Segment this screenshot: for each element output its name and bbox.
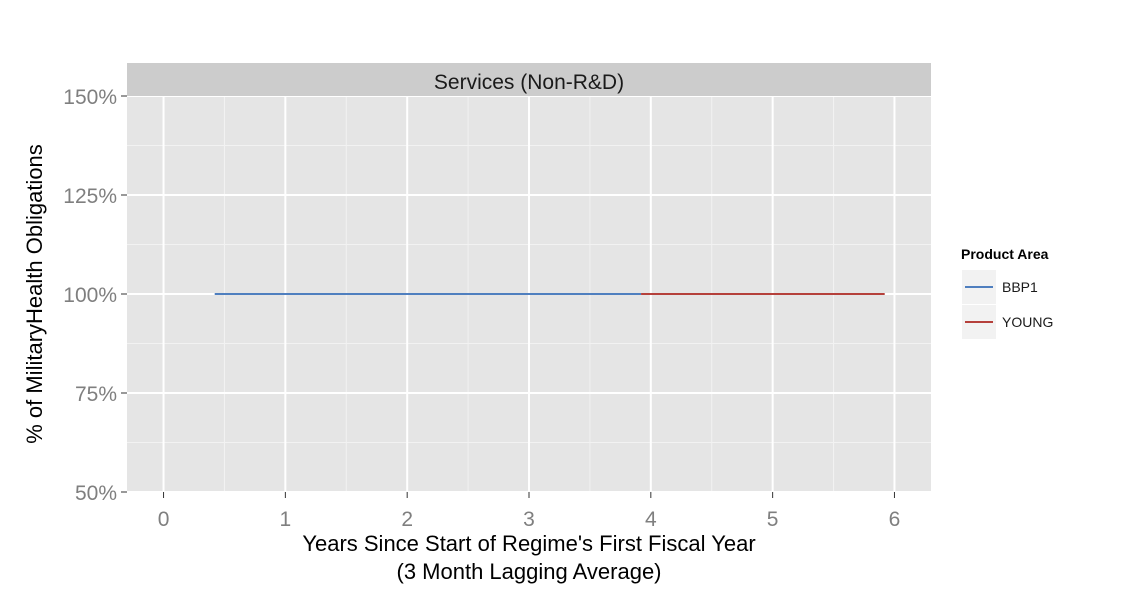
x-tick-label: 6 — [889, 508, 901, 531]
y-tick-label: 75% — [75, 383, 117, 406]
facet-strip-title: Services (Non-R&D) — [434, 71, 624, 94]
y-tick-label: 50% — [75, 482, 117, 505]
x-axis-title: Years Since Start of Regime's First Fisc… — [302, 531, 755, 556]
x-tick-label: 2 — [401, 508, 413, 531]
legend-label-bbp1: BBP1 — [1002, 279, 1038, 295]
axes: 0 1 2 3 4 5 6 50% 75% 100% 125% 150% — [63, 86, 900, 531]
x-axis-subtitle: (3 Month Lagging Average) — [397, 559, 662, 584]
legend-title: Product Area — [961, 246, 1049, 262]
facet-strip: Services (Non-R&D) — [127, 63, 931, 96]
y-tick-label: 125% — [63, 185, 117, 208]
legend-label-young: YOUNG — [1002, 314, 1053, 330]
y-tick-label: 150% — [63, 86, 117, 109]
y-axis-title: % of MilitaryHealth Obligations — [22, 144, 47, 444]
x-tick-label: 0 — [158, 508, 170, 531]
legend: Product Area BBP1 YOUNG — [961, 246, 1053, 339]
x-tick-label: 5 — [767, 508, 779, 531]
x-tick-label: 3 — [523, 508, 535, 531]
y-tick-label: 100% — [63, 284, 117, 307]
x-tick-label: 4 — [645, 508, 657, 531]
x-tick-label: 1 — [280, 508, 292, 531]
facet-strip-background — [127, 63, 931, 96]
